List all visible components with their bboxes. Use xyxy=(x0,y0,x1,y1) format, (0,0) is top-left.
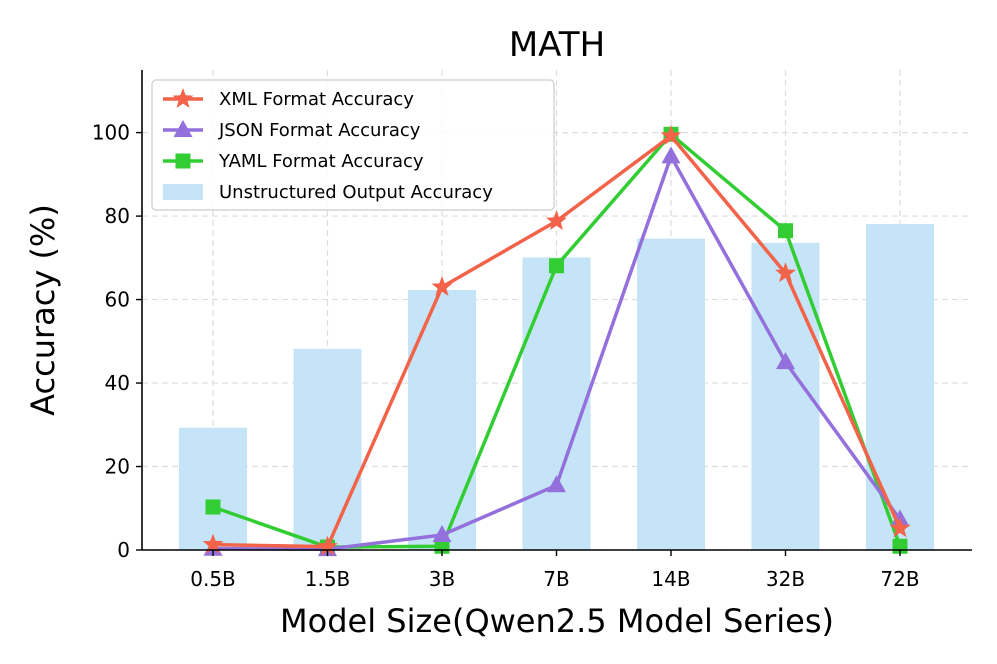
point-star-1.5B xyxy=(317,535,338,556)
legend-marker-square xyxy=(175,153,191,169)
point-square-0.5B xyxy=(205,499,221,515)
y-tick-label: 40 xyxy=(105,371,130,395)
point-star-7B xyxy=(546,210,567,230)
y-tick-label: 100 xyxy=(92,121,130,145)
point-triangle-7B xyxy=(547,475,566,493)
legend-swatch-bar xyxy=(163,184,203,200)
legend: XML Format Accuracy JSON Format Accuracy Y… xyxy=(151,79,555,211)
y-tick-label: 80 xyxy=(105,204,130,228)
legend-frame xyxy=(151,79,555,211)
point-square-7B xyxy=(549,258,564,274)
y-tick-label: 20 xyxy=(105,455,130,479)
x-axis-label: Model Size(Qwen2.5 Model Series) xyxy=(280,602,834,640)
x-tick-label: 72B xyxy=(880,567,919,591)
bar-0.5B xyxy=(179,427,247,550)
bar-series xyxy=(179,224,934,551)
ticks: 0 20 40 60 80 100 0.5B 1.5B 3B 7B 14B 32B 72B xyxy=(92,121,920,591)
bar-7B xyxy=(522,257,591,550)
chart-title: MATH xyxy=(509,25,605,65)
y-axis-label: Accuracy (%) xyxy=(24,204,62,416)
x-tick-label: 14B xyxy=(651,567,690,591)
point-star-72B xyxy=(889,517,911,538)
bar-14B xyxy=(637,238,705,550)
point-star-3B xyxy=(431,276,453,296)
point-star-14B xyxy=(660,124,682,145)
legend-marker-triangle xyxy=(173,120,193,137)
bar-3B xyxy=(408,289,476,550)
bar-1.5B xyxy=(293,348,362,550)
y-tick-label: 0 xyxy=(117,538,130,562)
x-tick-label: 3B xyxy=(429,567,455,591)
legend-label: JSON Format Accuracy xyxy=(218,120,421,141)
x-tick-label: 0.5B xyxy=(190,567,236,591)
legend-label: Unstructured Output Accuracy xyxy=(219,182,493,203)
point-star-32B xyxy=(775,262,796,283)
point-triangle-3B xyxy=(432,524,452,542)
legend-label: XML Format Accuracy xyxy=(219,89,414,110)
point-square-32B xyxy=(778,223,793,239)
bar-72B xyxy=(866,224,934,550)
point-star-0.5B xyxy=(202,533,224,554)
legend-label: YAML Format Accuracy xyxy=(218,151,424,172)
point-triangle-32B xyxy=(776,352,795,370)
point-triangle-14B xyxy=(661,146,681,164)
x-tick-label: 32B xyxy=(766,567,805,591)
legend-marker-star xyxy=(172,88,194,108)
x-tick-label: 7B xyxy=(543,567,569,591)
y-tick-label: 60 xyxy=(105,288,130,312)
x-tick-label: 1.5B xyxy=(305,567,351,591)
